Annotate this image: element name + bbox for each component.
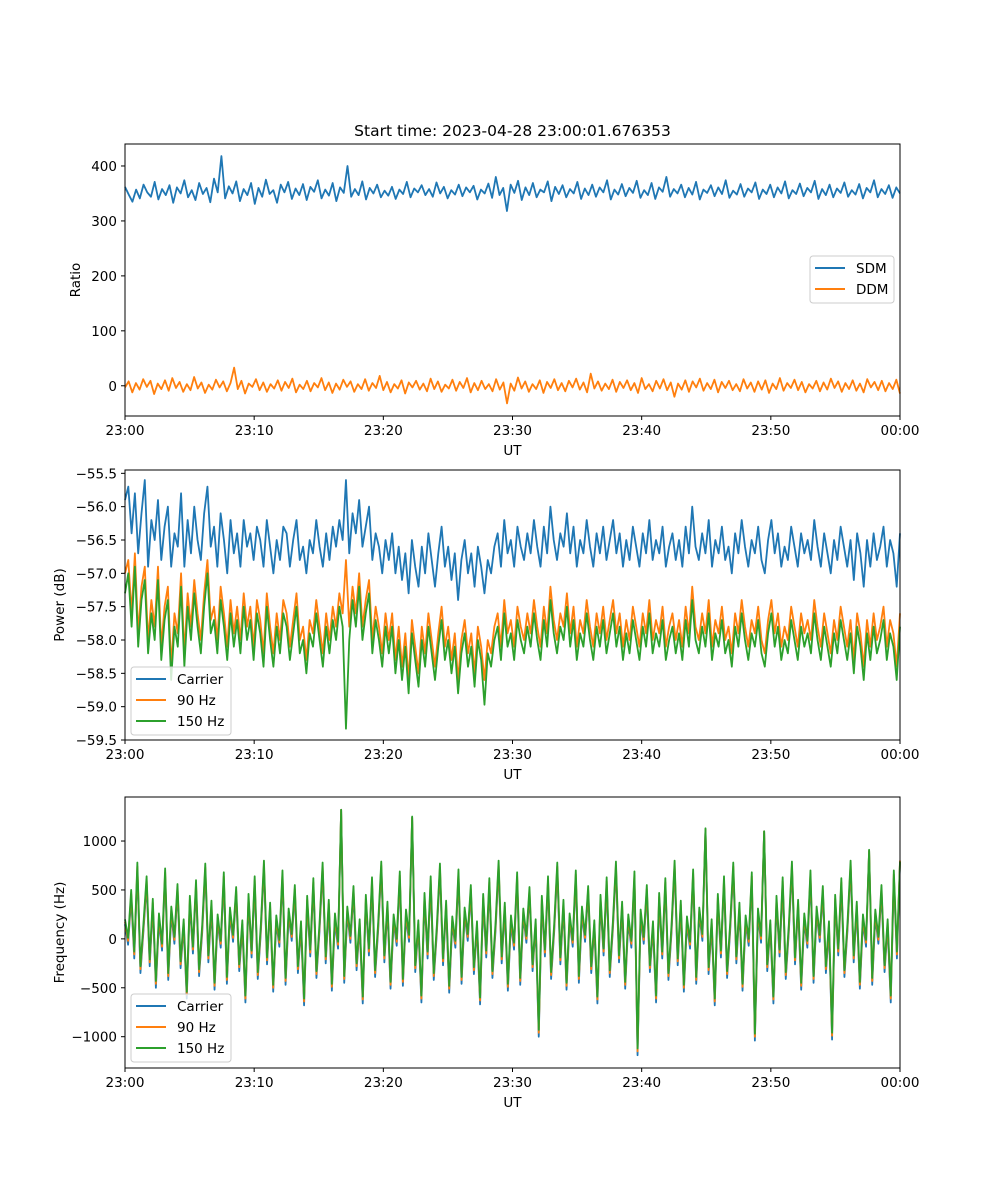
y-tick-label: −500 (80, 981, 117, 997)
legend-item: SDM (815, 261, 887, 277)
x-axis-label: UT (503, 767, 522, 783)
legend: Carrier 90 Hz 150 Hz (130, 666, 232, 736)
x-tick-label: 23:50 (751, 747, 790, 763)
legend-label: Carrier (177, 672, 224, 688)
x-tick-label: 23:40 (622, 747, 661, 763)
series-line-ddm (124, 366, 901, 405)
legend-label: DDM (856, 282, 888, 298)
x-tick-label: 23:30 (493, 747, 532, 763)
legend-label: SDM (856, 261, 887, 277)
x-tick-label: 23:00 (106, 747, 145, 763)
legend-item: DDM (815, 282, 888, 298)
x-tick-label: 23:50 (751, 423, 790, 439)
y-tick-label: 300 (91, 214, 117, 230)
plot-area-2 (124, 479, 901, 730)
legend-item: 150 Hz (136, 714, 224, 730)
legend-label: Carrier (177, 999, 224, 1015)
panel-3: 23:00 23:10 23:20 23:30 23:40 23:50 00:00 UT 100… (52, 796, 920, 1111)
y-tick-label: −59.0 (76, 700, 117, 716)
series-line-150-hz (124, 565, 901, 730)
x-tick-label: 00:00 (881, 747, 920, 763)
y-tick-label: 500 (91, 883, 117, 899)
series-line-150-hz (124, 808, 901, 1050)
x-tick-label: 23:20 (364, 747, 403, 763)
x-tick-label: 23:00 (106, 1075, 145, 1091)
legend: SDM DDM (809, 255, 895, 304)
series-line-carrier (124, 479, 901, 601)
y-tick-label: 1000 (83, 834, 117, 850)
x-tick-label: 23:10 (235, 423, 274, 439)
y-tick-label: −59.5 (76, 733, 117, 749)
legend-box (130, 666, 232, 736)
x-tick-label: 23:20 (364, 1075, 403, 1091)
series-line-sdm (124, 155, 901, 212)
legend: Carrier 90 Hz 150 Hz (130, 993, 232, 1063)
y-axis-label: Ratio (68, 263, 84, 298)
y-tick-label: −58.5 (76, 666, 117, 682)
y-tick-label: −56.0 (76, 500, 117, 516)
x-tick-label: 23:40 (622, 1075, 661, 1091)
x-tick-label: 00:00 (881, 1075, 920, 1091)
legend-item: 90 Hz (136, 1020, 216, 1036)
plot-area-1 (124, 155, 901, 405)
y-tick-label: 100 (91, 324, 117, 340)
y-tick-label: −57.5 (76, 600, 117, 616)
legend-item: 150 Hz (136, 1041, 224, 1057)
legend-label: 150 Hz (177, 1041, 224, 1057)
plot-area-3 (124, 808, 901, 1057)
legend-item: Carrier (136, 999, 224, 1015)
x-tick-label: 23:10 (235, 747, 274, 763)
x-tick-label: 23:00 (106, 423, 145, 439)
x-axis-label: UT (503, 443, 522, 459)
x-tick-label: 23:30 (493, 1075, 532, 1091)
figure-title: Start time: 2023-04-28 23:00:01.676353 (354, 122, 671, 140)
legend-box (130, 993, 232, 1063)
legend-item: 90 Hz (136, 693, 216, 709)
y-tick-label: −55.5 (76, 466, 117, 482)
y-tick-label: −1000 (71, 1030, 117, 1046)
y-axis-label: Frequency (Hz) (52, 882, 68, 984)
x-tick-label: 23:30 (493, 423, 532, 439)
y-tick-label: −57.0 (76, 566, 117, 582)
panels: 23:00 23:10 23:20 23:30 23:40 23:50 00:00 UT 400… (52, 143, 920, 1111)
y-tick-label: −56.5 (76, 533, 117, 549)
y-tick-label: 400 (91, 159, 117, 175)
y-tick-label: −58.0 (76, 633, 117, 649)
legend-label: 90 Hz (177, 1020, 216, 1036)
x-tick-label: 23:10 (235, 1075, 274, 1091)
y-tick-label: 0 (108, 379, 117, 395)
panel-1: 23:00 23:10 23:20 23:30 23:40 23:50 00:00 UT 400… (68, 143, 920, 459)
y-tick-label: 0 (108, 932, 117, 948)
y-axis-label: Power (dB) (52, 568, 68, 641)
x-tick-label: 23:20 (364, 423, 403, 439)
x-tick-label: 23:40 (622, 423, 661, 439)
legend-item: Carrier (136, 672, 224, 688)
x-tick-label: 23:50 (751, 1075, 790, 1091)
legend-label: 150 Hz (177, 714, 224, 730)
legend-label: 90 Hz (177, 693, 216, 709)
panel-2: 23:00 23:10 23:20 23:30 23:40 23:50 00:00 UT −55… (52, 466, 919, 783)
x-tick-label: 00:00 (881, 423, 920, 439)
x-axis-label: UT (503, 1095, 522, 1111)
series-line-90-hz (124, 552, 901, 681)
y-tick-label: 200 (91, 269, 117, 285)
